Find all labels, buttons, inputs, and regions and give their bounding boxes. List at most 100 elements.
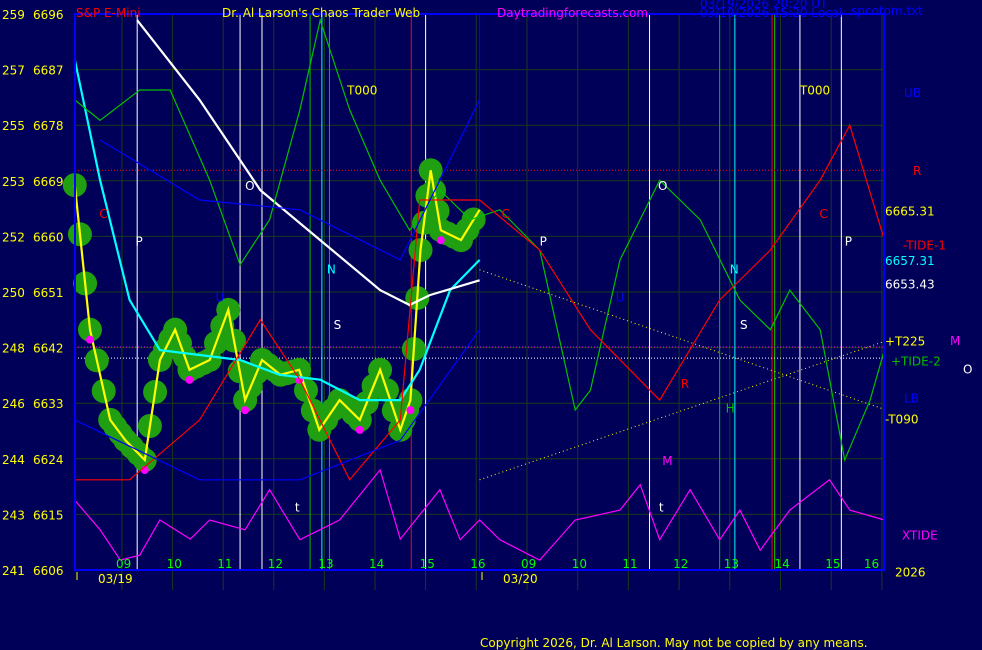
chart-annotation: N: [327, 262, 336, 276]
price-bubbles: [62, 158, 486, 473]
right-label: +T225: [885, 334, 925, 348]
x-tick-label: 09: [116, 557, 131, 571]
chart-annotation: C: [99, 207, 107, 221]
horizontal-levels: [75, 169, 885, 481]
chart-annotation: P: [540, 235, 547, 249]
copyright: Copyright 2026, Dr. Al Larson. May not b…: [480, 636, 868, 650]
chart-annotation: U: [216, 290, 225, 304]
site-link[interactable]: Daytradingforecasts.com: [497, 6, 648, 20]
x-tick-label: 10: [572, 557, 587, 571]
chart-annotation: T000: [346, 83, 377, 97]
right-label: 6665.31: [885, 205, 935, 219]
series-xtide: [74, 468, 885, 561]
y-tick-left: 255: [2, 119, 25, 133]
x-tick-label: 16: [864, 557, 879, 571]
series-long_ma: [136, 19, 480, 307]
right-label: LB: [904, 391, 919, 405]
timestamp-ut: 03/19/2026 20:20 UT: [700, 0, 828, 11]
y-tick-left: 250: [2, 286, 25, 300]
chart-annotation: C: [819, 207, 827, 221]
chart-annotation: N: [730, 262, 739, 276]
right-label: +TIDE-2: [891, 355, 941, 369]
chart-annotation: R: [681, 377, 689, 391]
series-ma: [73, 59, 481, 402]
y-tick-price: 6615: [33, 508, 64, 522]
chart-title: Dr. Al Larson's Chaos Trader Web: [222, 6, 420, 20]
x-tick-label: 12: [673, 557, 688, 571]
price-dot: [241, 406, 250, 415]
x-tick-label: 15: [825, 557, 840, 571]
right-label: R: [913, 164, 921, 178]
chart-annotation: C: [502, 207, 510, 221]
x-tick-label: 16: [470, 557, 485, 571]
right-label: -TIDE-1: [903, 239, 946, 253]
x-tick-label: 15: [420, 557, 435, 571]
x-tick-label: 12: [268, 557, 283, 571]
timestamp-local: 03/19/2026 15:20 Local: [700, 6, 842, 20]
x-tick-label: 13: [724, 557, 739, 571]
trend-line: [479, 269, 885, 410]
series-upper_band: [99, 99, 481, 261]
chart-symbol: S&P E-Mini: [76, 6, 141, 20]
y-tick-left: 248: [2, 342, 25, 356]
y-tick-price: 6687: [33, 64, 64, 78]
price-dot: [185, 375, 194, 384]
right-label: XTIDE: [902, 528, 938, 542]
y-tick-left: 244: [2, 453, 25, 467]
chart-annotation: t: [659, 500, 664, 514]
chart-annotation: M: [662, 454, 672, 468]
x-tick-label: 14: [369, 557, 384, 571]
chart-annotation: t: [295, 500, 300, 514]
chart-annotation: S: [740, 318, 748, 332]
y-tick-left: 241: [2, 564, 25, 578]
x-tick-label: 14: [775, 557, 790, 571]
y-tick-price: 6606: [33, 564, 64, 578]
right-label: O: [963, 362, 972, 376]
axes: 259 6696 257 6687 255 6678 253 6669 252 6660 250 66…: [2, 8, 879, 586]
y-tick-price: 6642: [33, 342, 64, 356]
right-label: UB: [904, 86, 921, 100]
chart-annotation: P: [845, 235, 852, 249]
y-tick-left: 246: [2, 397, 25, 411]
chart-annotation: T000: [799, 83, 830, 97]
y-tick-price: 6660: [33, 230, 64, 244]
right-label: 6657.31: [885, 254, 935, 268]
chart-annotation: O: [245, 179, 254, 193]
right-label: 6653.43: [885, 278, 935, 292]
y-tick-price: 6669: [33, 175, 64, 189]
chart-annotation: S: [334, 318, 342, 332]
x-tick-label: 10: [167, 557, 182, 571]
series-red_line: [74, 123, 885, 481]
chart-annotation: P: [135, 235, 142, 249]
y-tick-price: 6633: [33, 397, 64, 411]
plot-frame: [74, 13, 885, 571]
right-label: -T090: [885, 412, 918, 426]
price-dot: [436, 236, 445, 245]
y-tick-price: 6624: [33, 453, 64, 467]
chart-annotation: U: [616, 290, 625, 304]
x-tick-label: 11: [217, 557, 232, 571]
x-tick-label: 09: [521, 557, 536, 571]
trend-line: [479, 340, 885, 481]
series-lower_band: [74, 329, 481, 481]
y-tick-left: 252: [2, 230, 25, 244]
date-label: 03/20: [503, 572, 538, 586]
y-tick-price: 6651: [33, 286, 64, 300]
price-dot: [85, 335, 94, 344]
price-dot: [406, 406, 415, 415]
series-forecast: [74, 17, 885, 463]
x-tick-label: 11: [622, 557, 637, 571]
right-label: M: [950, 334, 960, 348]
series-lines: [73, 17, 885, 561]
right-label: 2026: [895, 565, 926, 579]
chart-annotation: O: [658, 179, 667, 193]
data-file-name: spcotom.txt: [851, 4, 923, 18]
price-dot: [355, 425, 364, 434]
y-tick-left: 243: [2, 508, 25, 522]
y-tick-price: 6678: [33, 119, 64, 133]
chart-annotation: H: [726, 401, 735, 415]
x-tick-label: 13: [318, 557, 333, 571]
y-tick-left: 259: [2, 8, 25, 22]
